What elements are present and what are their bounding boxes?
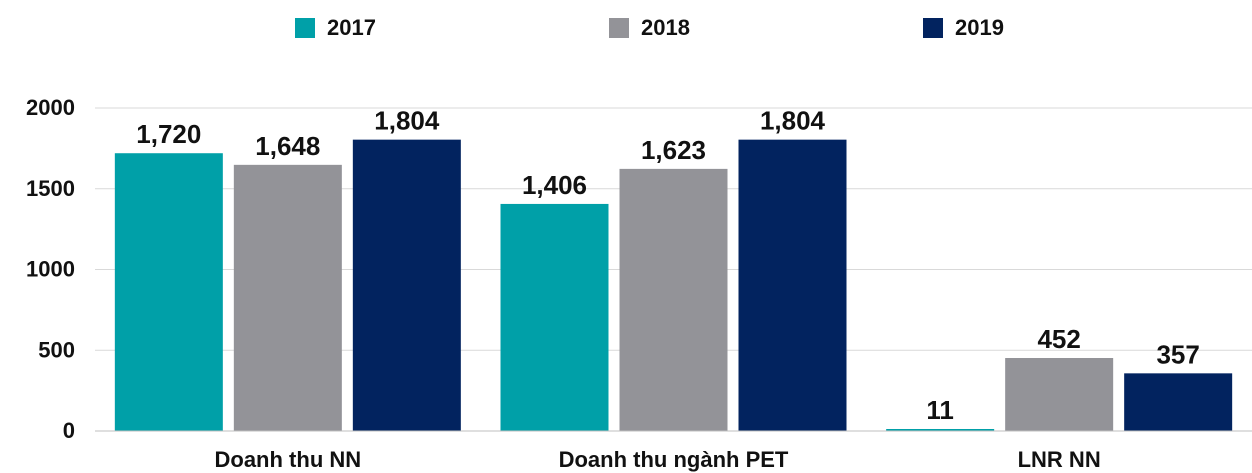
data-label: 1,804	[760, 106, 826, 136]
legend-label-2017: 2017	[327, 15, 376, 40]
bar-2018-1	[233, 164, 342, 431]
data-label: 1,720	[136, 119, 201, 149]
y-tick-label: 500	[38, 337, 75, 362]
x-tick-label: LNR NN	[1018, 447, 1101, 472]
bar-2019-2	[738, 139, 847, 432]
legend-label-2018: 2018	[641, 15, 690, 40]
bar-2018-2	[619, 168, 728, 431]
bar-2017-3	[886, 429, 995, 431]
bar-2018-3	[1005, 358, 1114, 431]
x-tick-label: Doanh thu NN	[215, 447, 362, 472]
legend-swatch-2019	[923, 18, 943, 38]
legend-item-2019: 2019	[923, 14, 1004, 42]
bar-2017-1	[114, 153, 223, 431]
data-label: 11	[926, 395, 954, 425]
y-tick-label: 2000	[26, 95, 75, 120]
data-label: 1,648	[255, 131, 320, 161]
y-tick-label: 1500	[26, 176, 75, 201]
data-label: 452	[1037, 324, 1080, 354]
data-label: 357	[1156, 339, 1199, 369]
x-tick-label: Doanh thu ngành PET	[559, 447, 789, 472]
y-tick-label: 0	[63, 418, 75, 443]
bar-2019-3	[1124, 373, 1233, 431]
legend-swatch-2018	[609, 18, 629, 38]
data-label: 1,406	[522, 170, 587, 200]
legend-item-2018: 2018	[609, 14, 690, 42]
legend-swatch-2017	[295, 18, 315, 38]
data-label: 1,623	[641, 135, 706, 165]
bar-2019-1	[352, 139, 461, 432]
legend-item-2017: 2017	[295, 14, 376, 42]
legend-label-2019: 2019	[955, 15, 1004, 40]
y-tick-label: 1000	[26, 257, 75, 282]
bar-2017-2	[500, 203, 609, 431]
data-label: 1,804	[374, 106, 440, 136]
